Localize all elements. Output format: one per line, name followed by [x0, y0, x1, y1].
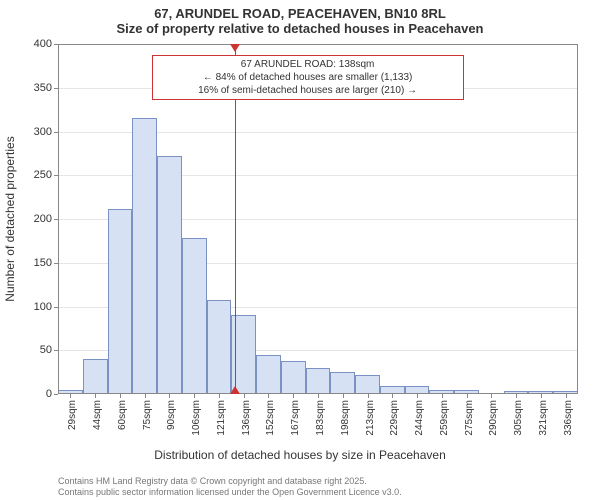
y-tick-label: 350 — [34, 82, 58, 94]
x-tick-label: 290sqm — [488, 400, 499, 436]
x-tick-label: 321sqm — [538, 400, 549, 436]
x-tick-mark — [318, 394, 319, 398]
x-tick-label: 198sqm — [340, 400, 351, 436]
x-tick-mark — [392, 394, 393, 398]
histogram-bar — [330, 372, 355, 394]
histogram-bar — [132, 118, 157, 394]
x-tick-label: 60sqm — [117, 400, 128, 430]
x-tick-label: 244sqm — [414, 400, 425, 436]
x-tick-label: 167sqm — [290, 400, 301, 436]
x-tick-label: 121sqm — [216, 400, 227, 436]
x-tick-label: 336sqm — [563, 400, 574, 436]
marker-arrow-down-icon — [230, 44, 240, 52]
x-tick-mark — [417, 394, 418, 398]
chart-title-sub: Size of property relative to detached ho… — [0, 21, 600, 40]
x-tick-mark — [120, 394, 121, 398]
x-tick-label: 275sqm — [464, 400, 475, 436]
y-tick-label: 300 — [34, 126, 58, 138]
x-tick-mark — [268, 394, 269, 398]
histogram-bar — [207, 300, 232, 395]
chart-title-main: 67, ARUNDEL ROAD, PEACEHAVEN, BN10 8RL — [0, 0, 600, 21]
x-axis-title: Distribution of detached houses by size … — [0, 448, 600, 462]
histogram-bar — [306, 368, 331, 394]
x-tick-mark — [70, 394, 71, 398]
y-tick-label: 50 — [40, 344, 58, 356]
x-tick-mark — [566, 394, 567, 398]
footer-line1: Contains HM Land Registry data © Crown c… — [58, 476, 402, 487]
y-tick-label: 150 — [34, 257, 58, 269]
footer-attribution: Contains HM Land Registry data © Crown c… — [58, 476, 402, 498]
x-tick-label: 259sqm — [439, 400, 450, 436]
x-tick-label: 29sqm — [67, 400, 78, 430]
y-tick-label: 250 — [34, 169, 58, 181]
x-tick-label: 183sqm — [315, 400, 326, 436]
x-tick-mark — [219, 394, 220, 398]
x-tick-mark — [95, 394, 96, 398]
x-tick-label: 75sqm — [142, 400, 153, 430]
y-tick-label: 100 — [34, 301, 58, 313]
histogram-bar — [405, 386, 430, 394]
histogram-bar — [83, 359, 108, 394]
marker-arrow-up-icon — [230, 386, 240, 394]
x-tick-label: 152sqm — [265, 400, 276, 436]
x-tick-mark — [442, 394, 443, 398]
histogram-bar — [108, 209, 133, 395]
x-tick-mark — [368, 394, 369, 398]
histogram-bar — [256, 355, 281, 394]
y-tick-label: 200 — [34, 213, 58, 225]
x-tick-mark — [293, 394, 294, 398]
callout-line: 16% of semi-detached houses are larger (… — [157, 84, 459, 97]
histogram-bar — [281, 361, 306, 394]
y-axis-title: Number of detached properties — [3, 136, 17, 301]
chart-container: 67, ARUNDEL ROAD, PEACEHAVEN, BN10 8RL S… — [0, 0, 600, 500]
x-tick-mark — [491, 394, 492, 398]
histogram-bar — [380, 386, 405, 394]
x-tick-label: 229sqm — [389, 400, 400, 436]
histogram-bar — [157, 156, 182, 394]
x-tick-label: 136sqm — [241, 400, 252, 436]
x-tick-label: 305sqm — [513, 400, 524, 436]
x-tick-label: 106sqm — [191, 400, 202, 436]
x-tick-mark — [467, 394, 468, 398]
marker-callout-box: 67 ARUNDEL ROAD: 138sqm← 84% of detached… — [152, 55, 464, 100]
x-tick-mark — [516, 394, 517, 398]
histogram-bar — [355, 375, 380, 394]
y-tick-label: 0 — [46, 388, 58, 400]
x-tick-mark — [244, 394, 245, 398]
y-tick-label: 400 — [34, 38, 58, 50]
x-tick-mark — [541, 394, 542, 398]
footer-line2: Contains public sector information licen… — [58, 487, 402, 498]
x-tick-mark — [343, 394, 344, 398]
x-tick-label: 213sqm — [365, 400, 376, 436]
x-tick-mark — [145, 394, 146, 398]
x-tick-mark — [194, 394, 195, 398]
x-tick-label: 44sqm — [92, 400, 103, 430]
callout-line: ← 84% of detached houses are smaller (1,… — [157, 71, 459, 84]
histogram-bar — [182, 238, 207, 394]
x-tick-mark — [169, 394, 170, 398]
plot-area: 05010015020025030035040029sqm44sqm60sqm7… — [58, 44, 578, 394]
x-tick-label: 90sqm — [166, 400, 177, 430]
callout-line: 67 ARUNDEL ROAD: 138sqm — [157, 58, 459, 71]
